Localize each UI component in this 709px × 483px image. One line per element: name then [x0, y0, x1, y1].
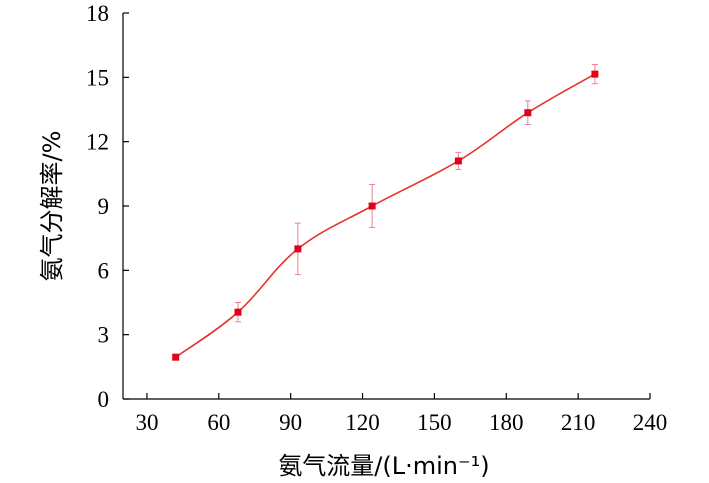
data-point: [234, 308, 242, 316]
y-tick-label: 9: [98, 194, 110, 219]
x-axis-ticks: 30 60 90 120 150 180 210 240: [135, 393, 667, 435]
y-tick-label: 0: [98, 387, 110, 412]
data-point: [172, 353, 180, 361]
data-point: [294, 245, 302, 253]
y-tick-label: 18: [86, 1, 109, 26]
y-tick-label: 6: [98, 258, 110, 283]
y-tick-label: 12: [86, 130, 109, 155]
x-tick-label: 90: [279, 410, 302, 435]
x-tick-label: 150: [417, 410, 452, 435]
x-tick-label: 120: [345, 410, 380, 435]
y-tick-label: 3: [98, 323, 110, 348]
y-axis-ticks: 0 3 6 9 12 15 18: [86, 1, 129, 412]
y-tick-label: 15: [86, 65, 109, 90]
data-point: [591, 70, 599, 78]
data-point: [524, 109, 532, 117]
axes: [122, 13, 650, 400]
data-point: [454, 157, 462, 165]
x-axis-title: 氨气流量/(L·min⁻¹): [278, 452, 489, 480]
x-tick-label: 30: [135, 410, 158, 435]
data-point: [368, 202, 376, 210]
x-tick-label: 210: [561, 410, 596, 435]
y-axis-title: 氨气分解率/%: [38, 131, 66, 282]
x-tick-label: 60: [207, 410, 230, 435]
x-tick-label: 240: [633, 410, 668, 435]
plot-area: [172, 63, 599, 361]
x-tick-label: 180: [489, 410, 524, 435]
